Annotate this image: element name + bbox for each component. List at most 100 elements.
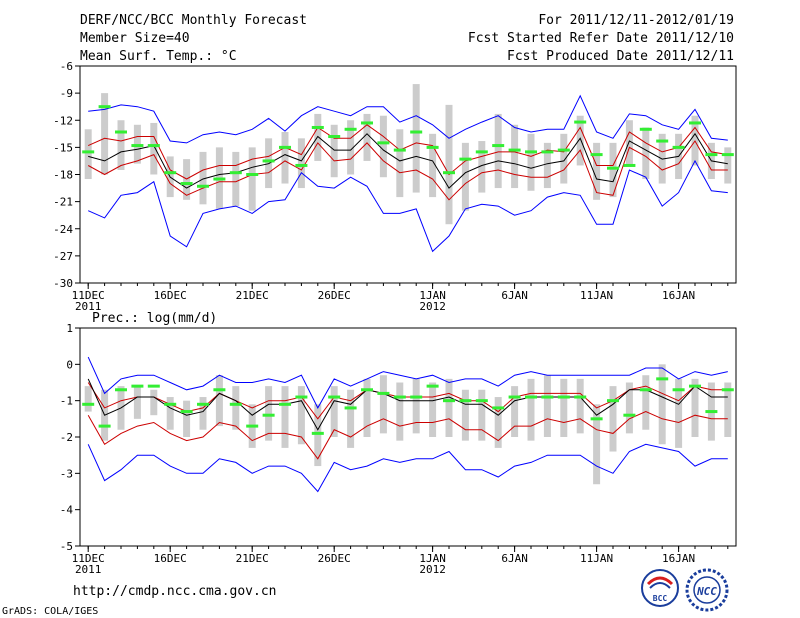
precipitation-spread-bar xyxy=(133,386,141,419)
ncc-logo: NCC xyxy=(685,568,729,612)
temperature-spread-bar xyxy=(576,115,584,166)
precipitation-spread-bar xyxy=(724,382,732,437)
temperature-observed-mark xyxy=(492,144,505,148)
precipitation-spread-bar xyxy=(593,404,601,485)
temperature-spread-bar xyxy=(625,120,633,166)
precipitation-ensemble-mean-line xyxy=(87,378,728,431)
temperature-observed-mark xyxy=(213,177,226,181)
precipitation-spread-bar xyxy=(445,378,453,437)
temperature-observed-mark xyxy=(328,135,341,139)
temperature-spread-bar xyxy=(248,147,256,211)
temperature-observed-mark xyxy=(393,148,406,152)
temperature-ytick-label: -15 xyxy=(53,141,73,154)
precipitation-observed-mark xyxy=(574,395,587,399)
precipitation-observed-mark xyxy=(98,424,111,428)
precipitation-observed-mark xyxy=(541,395,554,399)
temperature-xtick-label: 6JAN xyxy=(501,289,528,302)
temperature-spread-bar xyxy=(379,115,387,178)
temperature-observed-mark xyxy=(656,139,669,143)
temperature-spread-bar xyxy=(150,122,158,175)
precipitation-xtick-label: 11JAN xyxy=(580,552,613,565)
temperature-spread-bar xyxy=(314,113,322,161)
temperature-spread-bar xyxy=(609,142,617,198)
temperature-ytick-label: -21 xyxy=(53,196,73,209)
temperature-observed-mark xyxy=(147,144,160,148)
temperature-spread-bar xyxy=(511,124,519,189)
precipitation-observed-mark xyxy=(180,410,193,414)
temperature-ytick-label: -12 xyxy=(53,114,73,127)
precipitation-observed-mark xyxy=(459,399,472,403)
precipitation-spread-bar xyxy=(429,382,437,437)
precipitation-observed-mark xyxy=(721,388,734,392)
temperature-observed-mark xyxy=(229,171,242,175)
precipitation-observed-mark xyxy=(557,395,570,399)
grads-credit: GrADS: COLA/IGES xyxy=(2,606,99,617)
precipitation-xtick-label: 6JAN xyxy=(501,552,528,565)
temperature-spread-bar xyxy=(724,147,732,184)
chart-title: DERF/NCC/BCC Monthly Forecast xyxy=(80,13,307,28)
precipitation-spread-bar xyxy=(150,389,158,416)
precipitation-observed-mark xyxy=(492,406,505,410)
precipitation-spread-bar xyxy=(396,382,404,441)
temperature-spread-bar xyxy=(199,151,207,205)
precipitation-observed-mark xyxy=(475,399,488,403)
temperature-observed-mark xyxy=(639,127,652,131)
temperature-spread-bar xyxy=(461,142,469,211)
temperature-observed-mark xyxy=(574,120,587,124)
precipitation-spread-bar xyxy=(511,386,519,437)
precipitation-spread-bar xyxy=(347,389,355,448)
precipitation-observed-mark xyxy=(328,395,341,399)
precipitation-observed-mark xyxy=(361,388,373,392)
temperature-spread-bar xyxy=(445,104,453,225)
temperature-ytick-label: -27 xyxy=(53,250,73,263)
temperature-observed-mark xyxy=(180,182,193,186)
precipitation-observed-mark xyxy=(590,417,603,421)
precipitation-spread-bar xyxy=(560,378,568,437)
precipitation-observed-mark xyxy=(656,377,669,381)
bcc-logo: BCC xyxy=(641,569,679,607)
precipitation-spread-bar xyxy=(363,378,371,437)
precipitation-ytick-label: -2 xyxy=(60,431,73,444)
temperature-observed-mark xyxy=(705,153,718,157)
precipitation-observed-mark xyxy=(131,384,144,388)
start-date-label: Fcst Started Refer Date 2011/12/10 xyxy=(467,31,734,46)
temperature-spread-bar xyxy=(642,127,650,180)
precipitation-ensemble-min-line xyxy=(87,443,728,493)
precipitation-spread-bar xyxy=(478,389,486,441)
precipitation-observed-mark xyxy=(279,402,291,406)
temperature-xtick-label: 16JAN xyxy=(662,289,695,302)
precipitation-xtick-label: 1JAN xyxy=(419,552,446,565)
precipitation-upper-red-line xyxy=(87,382,728,420)
precipitation-observed-mark xyxy=(82,402,95,406)
precipitation-observed-mark xyxy=(147,384,160,388)
ncc-logo-text: NCC xyxy=(696,585,717,598)
temperature-observed-mark xyxy=(131,144,144,148)
temperature-ytick-label: -9 xyxy=(60,87,73,100)
temperature-spread-bar xyxy=(84,129,92,180)
precipitation-observed-mark xyxy=(426,384,439,388)
precipitation-spread-bar xyxy=(412,378,420,434)
temperature-spread-bar xyxy=(494,113,502,189)
precipitation-xtick-year: 2012 xyxy=(419,563,446,576)
temperature-ytick-label: -6 xyxy=(60,60,73,73)
temperature-spread-bar xyxy=(396,129,404,198)
temperature-xtick-label: 21DEC xyxy=(236,289,269,302)
temperature-observed-mark xyxy=(541,150,554,154)
temperature-xtick-label: 26DEC xyxy=(318,289,351,302)
temperature-xtick-label: 11DEC xyxy=(72,289,105,302)
precipitation-observed-mark xyxy=(377,391,390,395)
temperature-spread-bar xyxy=(543,142,551,189)
bcc-logo-text: BCC xyxy=(653,594,668,603)
temperature-observed-mark xyxy=(721,153,734,157)
precipitation-spread-bar xyxy=(494,397,502,448)
temperature-spread-bar xyxy=(560,133,568,184)
precipitation-observed-mark xyxy=(115,388,127,392)
temperature-observed-mark xyxy=(557,148,570,152)
temperature-observed-mark xyxy=(98,105,111,109)
precipitation-spread-bar xyxy=(609,386,617,452)
temperature-observed-mark xyxy=(262,159,275,163)
temperature-observed-mark xyxy=(590,153,603,157)
source-url[interactable]: http://cmdp.ncc.cma.gov.cn xyxy=(73,584,277,599)
